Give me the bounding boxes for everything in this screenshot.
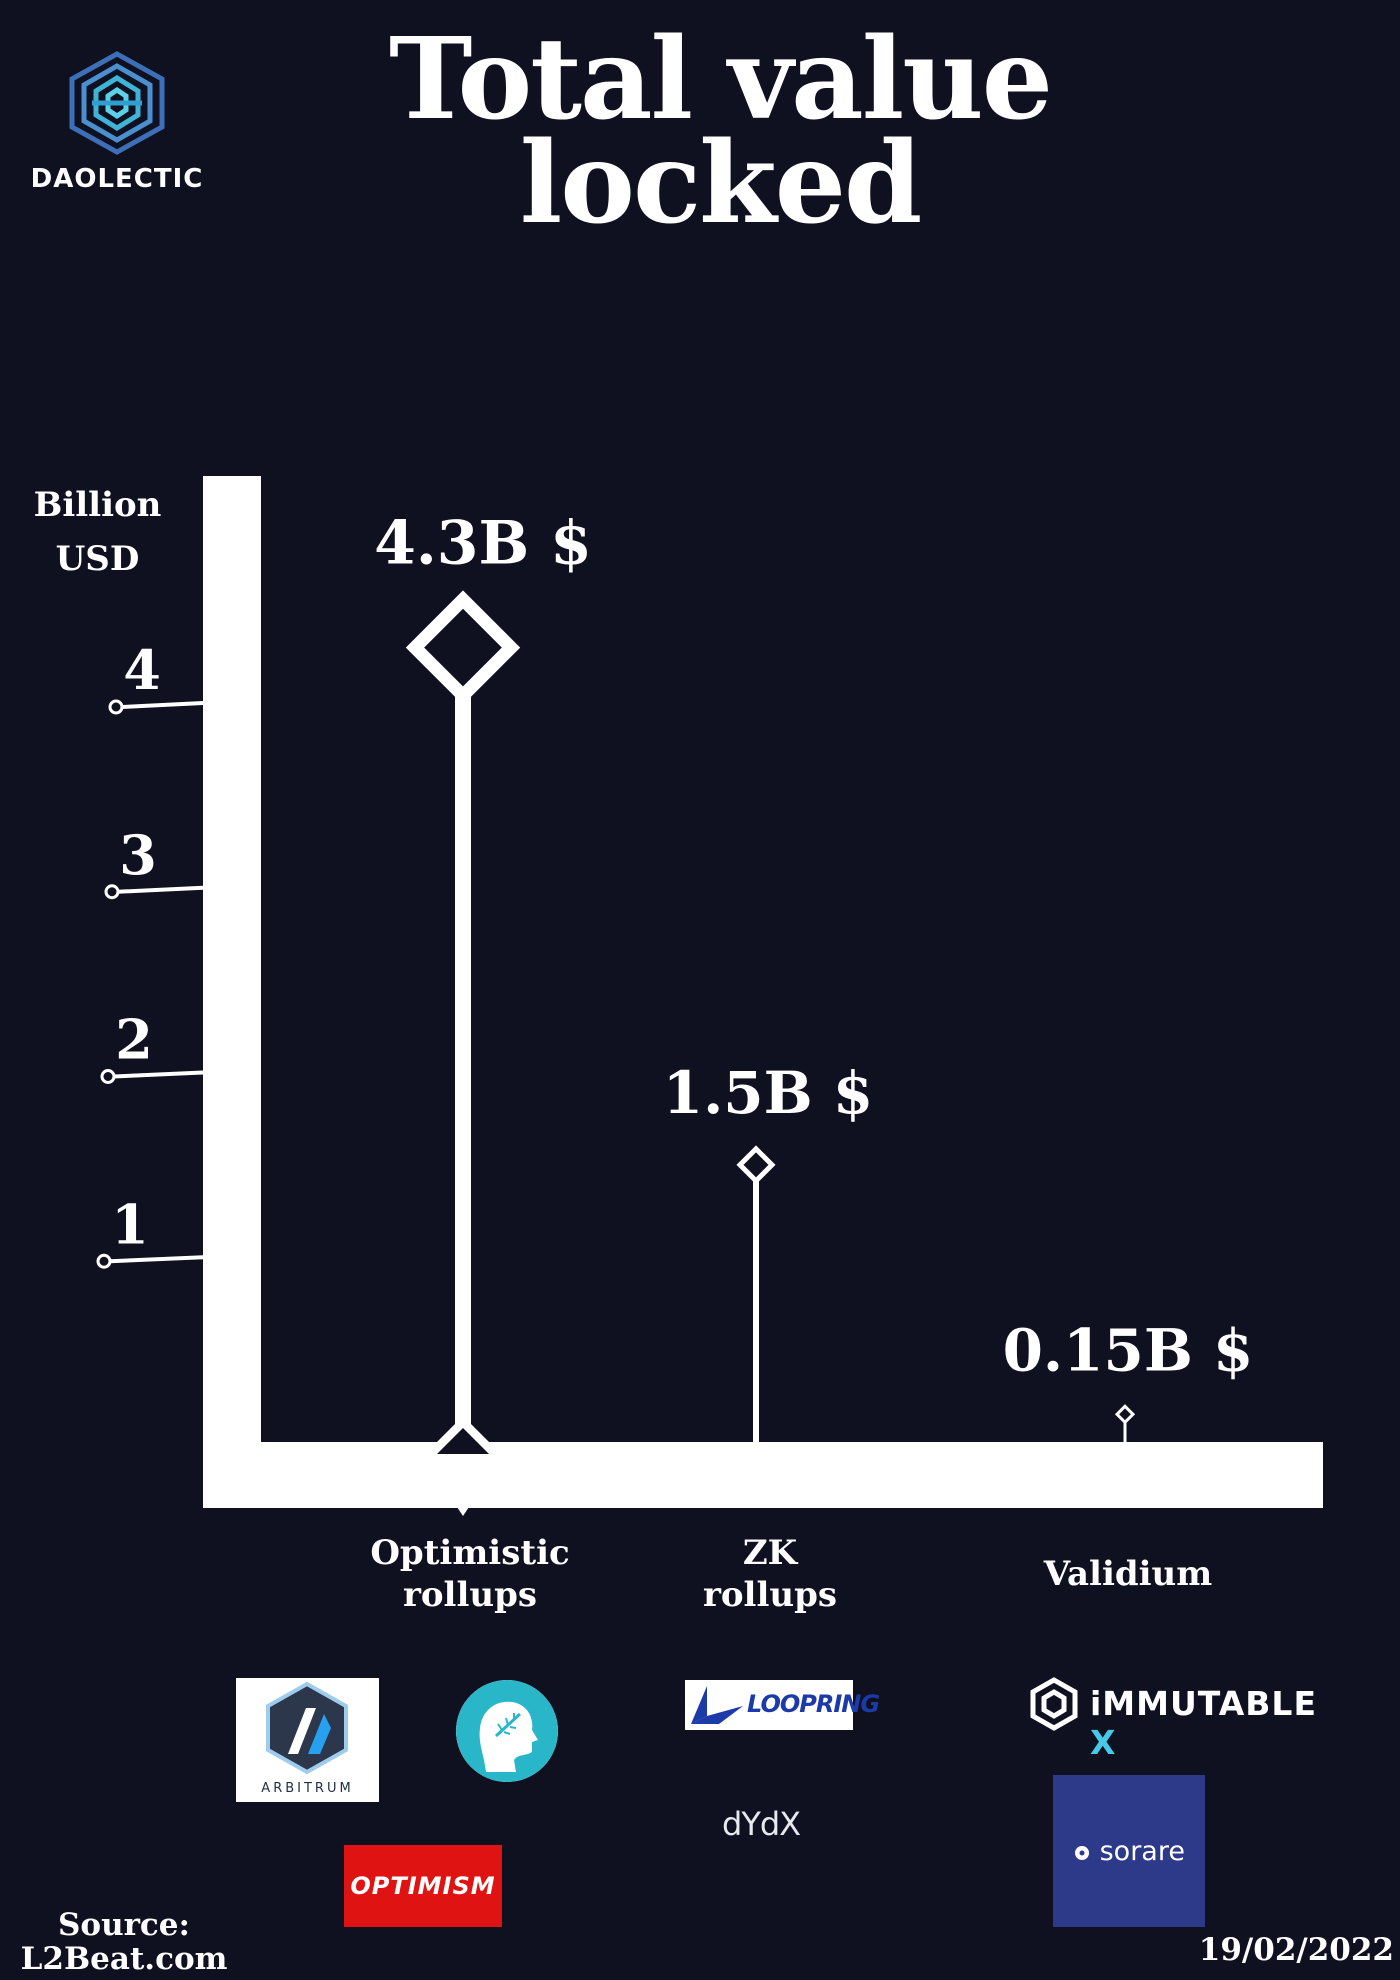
date-label: 19/02/2022 — [1198, 1932, 1394, 1968]
sorare-logo: sorare — [1053, 1775, 1205, 1927]
y-tick-dot — [100, 1069, 116, 1084]
category-label-line: Validium — [1043, 1554, 1213, 1594]
y-tick-label: 1 — [111, 1192, 149, 1256]
chart-title: Total value locked — [330, 14, 1110, 249]
loopring-wordmark: LOOPRING — [747, 1690, 880, 1718]
y-axis-label: Billion USD — [20, 478, 175, 586]
y-tick-label: 2 — [115, 1008, 153, 1072]
y-axis — [203, 476, 261, 1508]
profile-head-icon — [456, 1680, 558, 1782]
title-line: locked — [519, 118, 923, 249]
immutable-wordmark: iMMUTABLE X — [1090, 1684, 1354, 1762]
title-line: Total value — [389, 14, 1053, 145]
y-tick-dot — [108, 699, 124, 715]
loopring-logo: LOOPRING — [685, 1680, 880, 1730]
category-label-zk: ZK rollups — [650, 1532, 890, 1616]
y-tick-dot — [96, 1253, 112, 1269]
optimism-logo: OPTIMISM — [344, 1845, 502, 1927]
immutable-word: iMMUTABLE — [1090, 1684, 1317, 1723]
x-axis — [203, 1442, 1323, 1508]
immutable-x-logo: iMMUTABLE X — [1024, 1676, 1354, 1762]
category-label-line: rollups — [702, 1575, 838, 1615]
soccer-ball-icon — [1075, 1845, 1090, 1860]
source-line: L2Beat.com — [20, 1941, 228, 1977]
sorare-word: sorare — [1099, 1835, 1185, 1867]
dydx-logo: dYdX — [722, 1805, 801, 1843]
category-label-line: rollups — [402, 1575, 538, 1615]
y-axis-label-line: USD — [55, 539, 140, 579]
lollipop-chart: 1 2 3 4 4.3B $ 1.5B $ 0.15B $ — [96, 476, 1323, 1516]
data-label: 4.3B $ — [374, 509, 592, 579]
lollipop-marker — [736, 1145, 776, 1185]
metis-logo — [456, 1680, 558, 1782]
arbitrum-wordmark: ARBITRUM — [261, 1781, 354, 1796]
y-axis-label-line: Billion — [33, 485, 162, 525]
logo-text: DAOLECTIC — [30, 164, 204, 194]
immutable-mark-icon — [1030, 1677, 1078, 1731]
lollipop-marker — [1114, 1404, 1136, 1425]
y-tick-label: 3 — [119, 823, 157, 887]
category-label-optimistic: Optimistic rollups — [350, 1532, 590, 1616]
lollipop-marker — [405, 590, 521, 705]
y-tick-label: 4 — [123, 638, 161, 702]
loopring-mark-icon — [691, 1686, 743, 1724]
source-note: Source: L2Beat.com — [14, 1908, 234, 1976]
category-label-validium: Validium — [1008, 1553, 1248, 1595]
category-label-line: ZK — [742, 1533, 798, 1573]
arbitrum-mark-icon — [266, 1681, 348, 1775]
sorare-wordmark: sorare — [1073, 1836, 1185, 1867]
daolectic-mark-icon — [69, 51, 165, 155]
data-label: 1.5B $ — [663, 1059, 873, 1127]
daolectic-logo: DAOLECTIC — [22, 48, 212, 208]
y-tick-line — [113, 1070, 204, 1079]
y-tick-line — [121, 701, 204, 709]
category-label-line: Optimistic — [370, 1533, 570, 1573]
y-tick-dot — [104, 884, 120, 900]
arbitrum-logo: ARBITRUM — [236, 1678, 379, 1802]
x-axis-diamond-notch — [437, 1428, 489, 1454]
x-axis-diamond-marker — [423, 1416, 503, 1516]
data-label: 0.15B $ — [1003, 1316, 1254, 1384]
y-tick-line — [117, 885, 204, 894]
y-tick-line — [109, 1255, 204, 1264]
immutable-x-letter: X — [1090, 1723, 1117, 1762]
source-line: Source: — [58, 1907, 190, 1943]
